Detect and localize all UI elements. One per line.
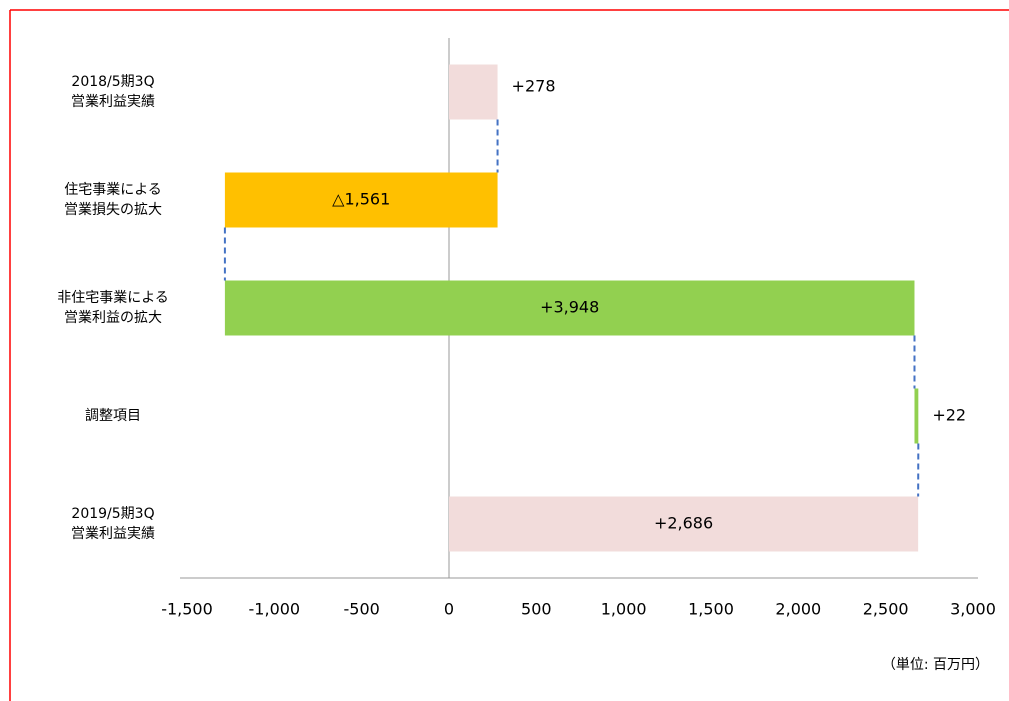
bar	[449, 496, 919, 552]
value-label: +3,948	[540, 298, 599, 317]
category-label: 非住宅事業による 営業利益の拡大	[57, 290, 169, 326]
category-label: 2019/5期3Q 営業利益実績	[71, 506, 155, 542]
value-label: +22	[932, 406, 966, 425]
bar	[914, 388, 919, 444]
value-label: +2,686	[654, 514, 713, 533]
x-tick-label: 1,000	[601, 600, 647, 619]
category-label: 2018/5期3Q 営業利益実績	[71, 74, 155, 110]
category-label: 調整項目	[85, 408, 141, 424]
x-tick-label: -500	[344, 600, 380, 619]
x-tick-label: 2,500	[863, 600, 909, 619]
value-label: △1,561	[332, 190, 390, 209]
x-tick-label: 1,500	[688, 600, 734, 619]
bar	[449, 64, 498, 120]
x-tick-label: -1,500	[161, 600, 213, 619]
x-tick-label: 0	[444, 600, 454, 619]
x-tick-label: -1,000	[249, 600, 301, 619]
x-tick-label: 500	[521, 600, 552, 619]
bar	[224, 280, 915, 336]
x-tick-label: 2,000	[775, 600, 821, 619]
bar	[224, 172, 498, 228]
unit-note: （単位: 百万円）	[881, 657, 989, 673]
category-label: 住宅事業による 営業損失の拡大	[64, 182, 162, 218]
x-tick-label: 3,000	[950, 600, 996, 619]
value-label: +278	[512, 77, 556, 96]
